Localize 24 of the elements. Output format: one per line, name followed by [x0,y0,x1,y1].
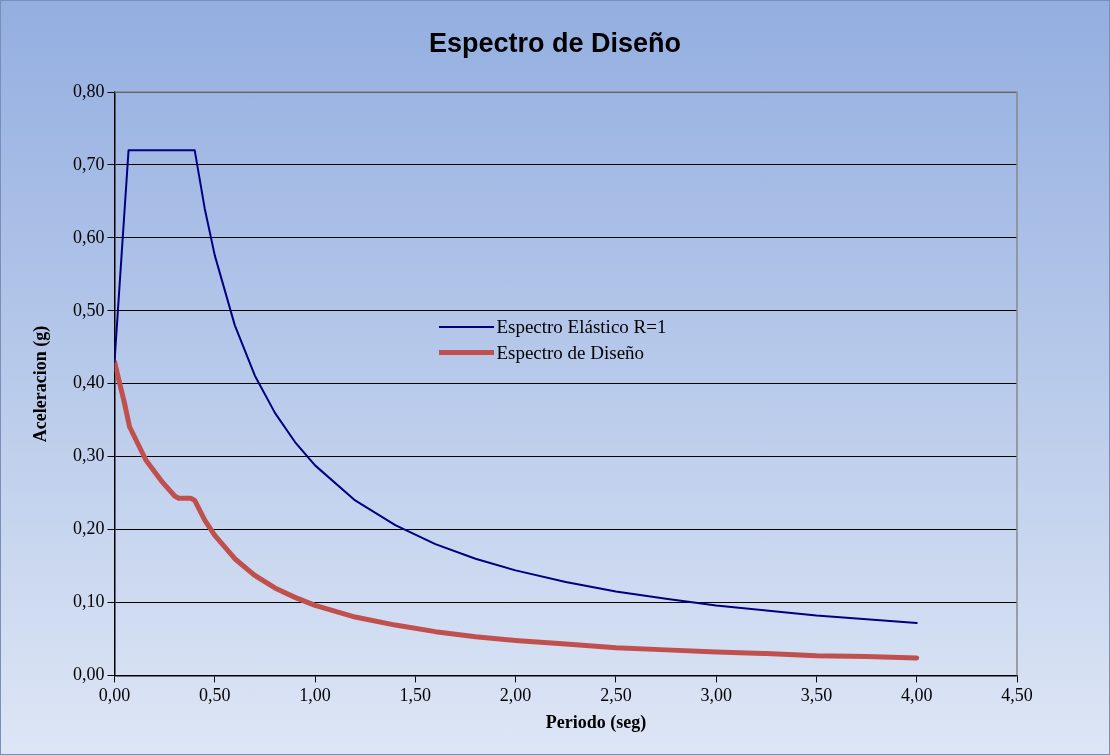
y-tick-label: 0,40 [73,372,105,393]
y-tick-label: 0,20 [73,518,105,539]
legend-label: Espectro de Diseño [496,341,645,364]
y-tick-label: 0,50 [73,299,105,320]
x-tick-label: 1,00 [299,684,331,705]
x-tick-label: 3,00 [700,684,732,705]
x-tick-label: 0,50 [199,684,231,705]
y-tick-label: 0,00 [73,664,105,685]
x-tick-label: 4,00 [900,684,933,705]
x-tick-label: 4,50 [1001,684,1033,705]
x-tick-label: 2,00 [499,684,532,705]
y-tick-label: 0,60 [73,226,105,247]
x-tick-label: 0,00 [98,684,131,705]
y-tick-label: 0,10 [73,591,105,612]
x-tick-label: 1,50 [399,684,432,705]
legend-label: Espectro Elástico R=1 [496,315,667,338]
x-tick-label: 3,50 [800,684,833,705]
x-tick-label: 2,50 [600,684,632,705]
y-tick-label: 0,70 [73,153,105,174]
chart-title: Espectro de Diseño [427,28,683,59]
x-axis-title: Periodo (seg) [544,712,648,733]
y-tick-label: 0,80 [73,80,105,101]
y-tick-label: 0,30 [73,445,105,466]
y-axis-title: Aceleracion (g) [29,325,51,443]
